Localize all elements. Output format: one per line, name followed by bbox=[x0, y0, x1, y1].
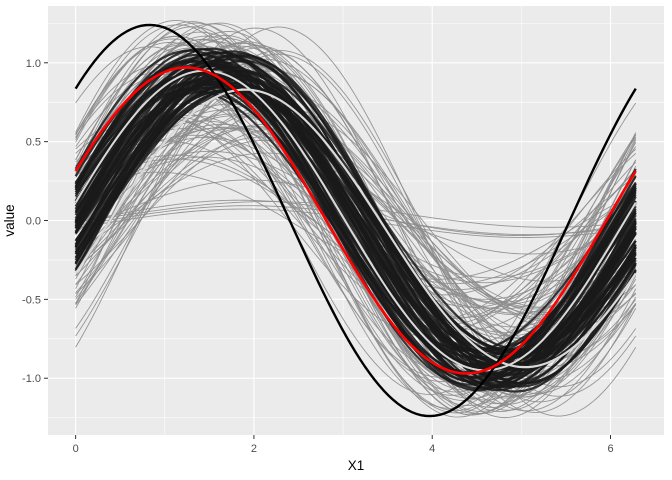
y-tick-label: 0.0 bbox=[26, 216, 41, 228]
highlight-curve bbox=[74, 69, 637, 372]
y-axis-ticks: -1.0 -0.5 0.0 0.5 1.0 bbox=[22, 58, 48, 385]
band-curve bbox=[74, 77, 637, 369]
band-curve bbox=[74, 47, 637, 389]
band-curve bbox=[74, 54, 637, 393]
series-curve bbox=[74, 23, 637, 418]
band-curve bbox=[74, 79, 637, 367]
x-tick-label: 2 bbox=[251, 443, 257, 455]
x-tick-label: 4 bbox=[429, 443, 435, 455]
band-curves bbox=[74, 47, 637, 393]
band-curve bbox=[74, 88, 637, 355]
x-tick-label: 0 bbox=[73, 443, 79, 455]
y-tick-label: -1.0 bbox=[22, 373, 41, 385]
x-axis-title: X1 bbox=[348, 458, 365, 473]
x-tick-label: 6 bbox=[607, 443, 613, 455]
highlight-curve bbox=[74, 88, 637, 369]
series-curve bbox=[74, 66, 637, 375]
background-curve bbox=[75, 46, 637, 395]
x-axis-ticks: 0 2 4 6 bbox=[73, 435, 614, 455]
band-curve bbox=[74, 88, 637, 353]
y-tick-label: 1.0 bbox=[26, 58, 41, 70]
band-curve bbox=[74, 74, 637, 366]
y-tick-label: -0.5 bbox=[22, 294, 41, 306]
highlight-curves bbox=[74, 69, 637, 372]
series-curves bbox=[74, 23, 637, 418]
y-axis-title: value bbox=[2, 204, 17, 236]
background-curve bbox=[75, 41, 637, 409]
y-tick-label: 0.5 bbox=[26, 137, 41, 149]
band-curve bbox=[74, 54, 637, 385]
